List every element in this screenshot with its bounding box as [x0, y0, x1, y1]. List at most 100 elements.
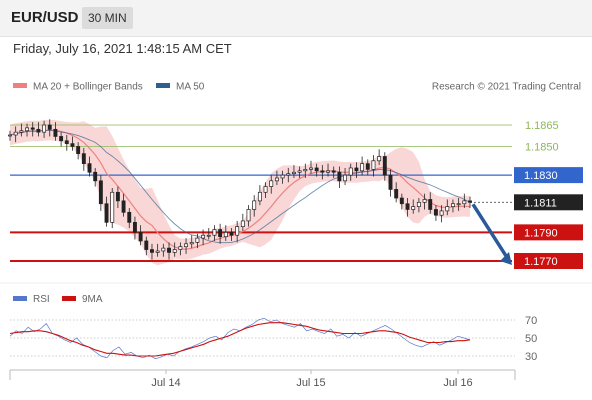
legend-swatch-ma50: [156, 83, 170, 88]
candle-body: [263, 186, 268, 193]
candle-body: [212, 229, 217, 236]
candle: [104, 196, 109, 227]
candle: [292, 165, 296, 178]
level-label-1.1865: 1.1865: [525, 120, 559, 132]
time-axis: Jul 14 Jul 15 Jul 16: [0, 282, 592, 389]
candle: [155, 243, 160, 257]
candle-body: [178, 246, 183, 250]
candle: [252, 195, 257, 217]
candle: [269, 175, 274, 194]
candle: [399, 193, 404, 210]
candle-body: [462, 200, 467, 205]
candle: [348, 163, 353, 181]
candle-body: [314, 167, 319, 172]
level-label-1.1790: 1.1790: [524, 227, 558, 239]
candle: [274, 170, 279, 186]
candle-body: [104, 203, 109, 223]
candle-body: [70, 143, 75, 147]
x-tick-label-jul-14: Jul 14: [151, 377, 180, 389]
candle: [456, 198, 461, 211]
candle-body: [98, 180, 103, 205]
candle: [195, 233, 200, 249]
candle-body: [206, 234, 211, 237]
candle-body: [411, 206, 416, 210]
candle: [343, 167, 348, 186]
legend-swatch-rsi: [13, 296, 27, 301]
candle-body: [172, 249, 177, 253]
candle-body: [223, 232, 228, 238]
candle: [451, 199, 455, 213]
candle: [132, 216, 137, 240]
candle-body: [127, 211, 132, 223]
candle: [411, 199, 416, 214]
candle: [98, 175, 103, 211]
legend-label-rsi: RSI: [33, 294, 50, 305]
candle: [360, 156, 365, 176]
candle-body: [399, 197, 404, 205]
candle: [439, 205, 444, 223]
current-price-badge: [514, 194, 583, 211]
candle-body: [184, 243, 188, 248]
candle: [167, 242, 171, 260]
ma50-line: [9, 129, 471, 244]
timeframe-badge[interactable]: 30 MIN: [82, 7, 133, 29]
candle: [87, 156, 92, 177]
candle-body: [161, 247, 166, 252]
candle-body: [326, 170, 330, 173]
level-label-1.1830: 1.1830: [524, 170, 558, 182]
candle: [25, 123, 29, 137]
candle: [218, 223, 223, 244]
candle: [382, 152, 387, 181]
candle-body: [132, 221, 137, 233]
candle-body: [422, 199, 427, 203]
rsi-series-9ma: [9, 322, 471, 357]
candle-body: [416, 201, 421, 207]
candle: [93, 167, 98, 187]
candle: [30, 122, 35, 137]
candle-body: [382, 156, 387, 176]
current-price-label: 1.1811: [524, 197, 557, 209]
candle: [428, 192, 433, 214]
candle: [138, 225, 143, 246]
candle-body: [348, 167, 353, 176]
candle-body: [468, 200, 472, 203]
candle-body: [144, 240, 149, 250]
candle-body: [155, 250, 160, 253]
forecast-arrow-shaft: [471, 203, 510, 260]
candle: [47, 119, 52, 137]
candle-body: [30, 127, 35, 130]
candle: [365, 159, 370, 176]
candle: [388, 169, 393, 197]
top-bar: EUR/USD 30 MIN: [0, 0, 592, 37]
candle-body: [53, 128, 58, 137]
candle-body: [138, 232, 143, 242]
candle: [462, 193, 467, 209]
candle-body: [439, 210, 444, 216]
candle-body: [59, 136, 64, 142]
datetime-label: Friday, July 16, 2021 1:48:15 AM CET: [13, 41, 232, 56]
candle: [394, 182, 399, 203]
candle: [121, 193, 126, 217]
candle-body: [110, 191, 115, 223]
candle-body: [280, 174, 285, 179]
candle: [309, 160, 313, 174]
candle: [70, 136, 75, 151]
rsi-tick-70: 70: [525, 315, 537, 327]
candle-body: [303, 169, 308, 172]
candle: [331, 166, 336, 178]
candle: [189, 235, 194, 249]
candle: [13, 126, 18, 143]
candle: [416, 198, 421, 213]
candle: [42, 120, 47, 138]
x-tick-label-jul-16: Jul 16: [443, 377, 472, 389]
candle: [161, 243, 166, 257]
candle: [144, 236, 149, 256]
candle-body: [269, 180, 274, 187]
candle-body: [13, 131, 18, 136]
candle: [433, 205, 438, 221]
legend-swatch-ma20: [13, 83, 27, 88]
level-badge-1.1770: [514, 253, 583, 269]
candle-body: [235, 226, 240, 236]
candle: [320, 165, 325, 180]
